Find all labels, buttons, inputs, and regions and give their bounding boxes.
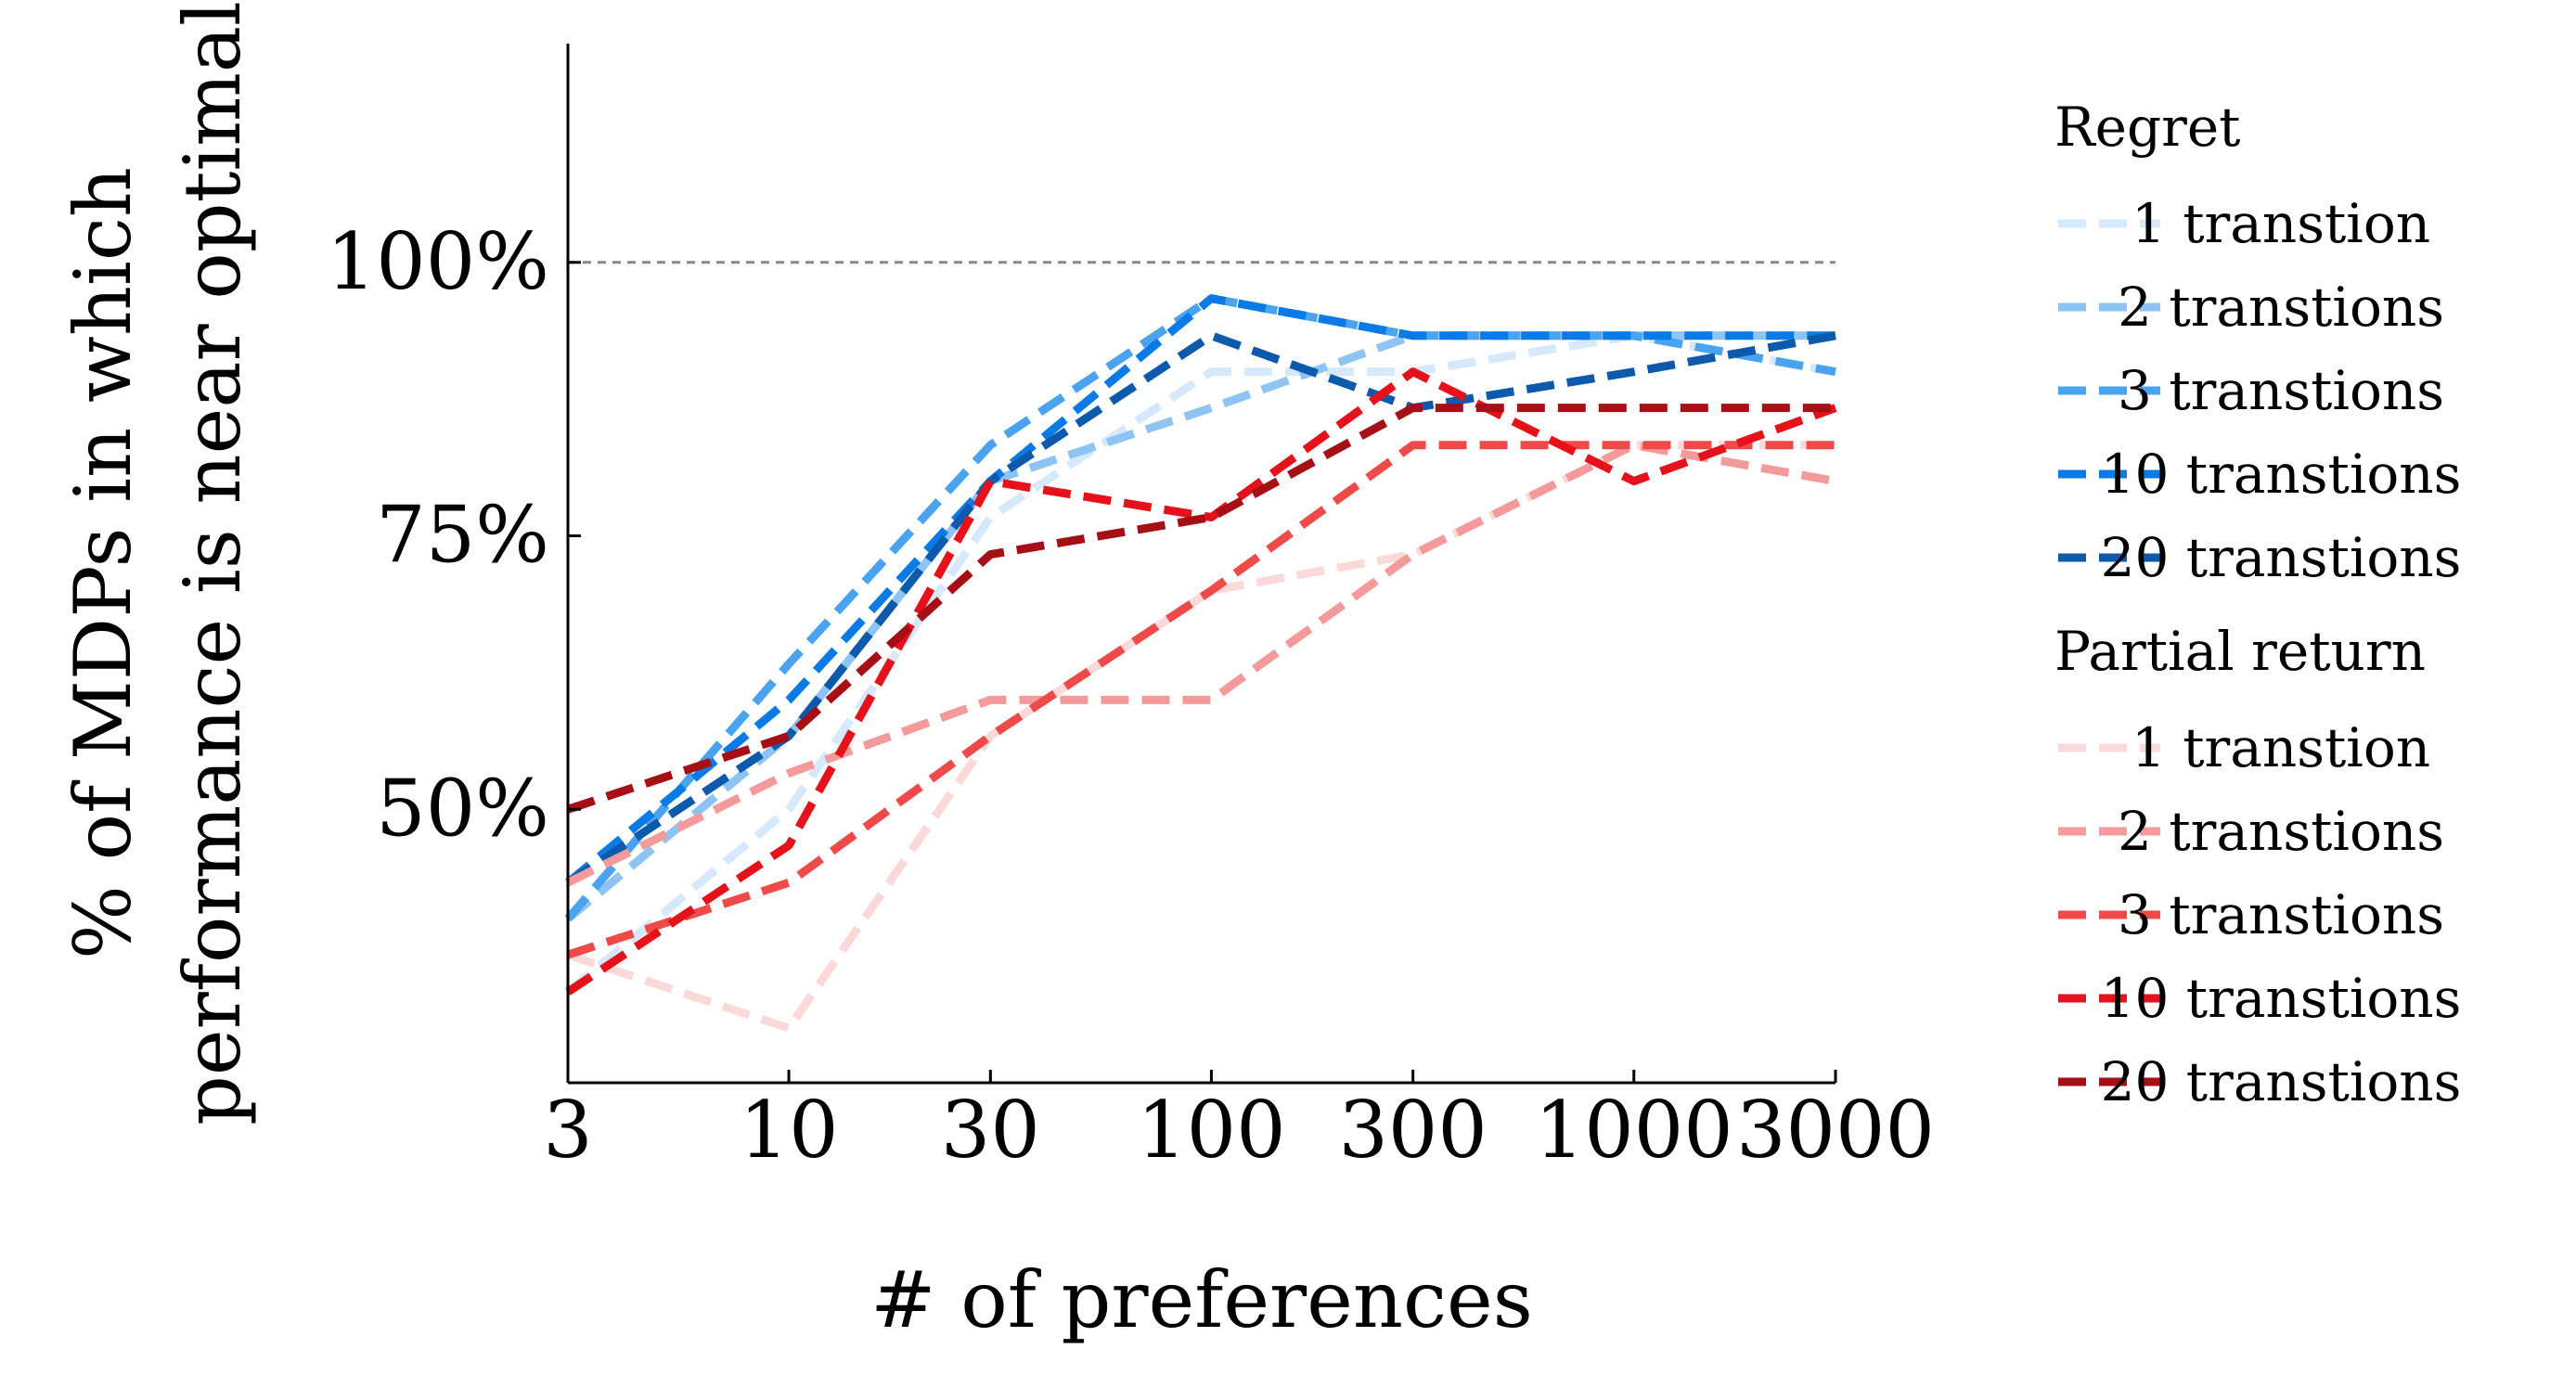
legend-label: 3 transtions <box>2118 359 2444 422</box>
x-tick-label: 3000 <box>1736 1085 1935 1176</box>
series-line-partial-return-3 <box>566 441 1835 959</box>
legend-label: 10 transtions <box>2101 967 2462 1030</box>
y-axis-label-line-1: % of MDPs in which <box>58 167 148 959</box>
series-line-regret-20 <box>565 331 1836 887</box>
series-line-partial-return-10 <box>565 367 1837 996</box>
series-line-regret-10 <box>565 294 1835 886</box>
x-tick-label: 3 <box>543 1085 592 1176</box>
legend-label: 20 transtions <box>2101 1050 2462 1113</box>
x-tick-label: 10 <box>740 1085 839 1176</box>
plot-area <box>564 261 1837 1033</box>
legend-label: 1 transtion <box>2132 716 2430 779</box>
x-tick-label: 1000 <box>1535 1085 1733 1176</box>
y-axis-label-line-2: performance is near optimal <box>167 1 258 1125</box>
x-tick-label: 300 <box>1338 1085 1487 1176</box>
legend-group-title: Regret <box>2054 96 2240 159</box>
series-line-regret-1 <box>565 331 1836 996</box>
legend-label: 20 transtions <box>2101 526 2462 589</box>
y-tick-label: 50% <box>376 763 549 854</box>
legend-label: 2 transtions <box>2118 800 2444 863</box>
legend: Regret 1 transtion 2 transtions 3 transtion… <box>2054 96 2461 1113</box>
x-tick-label: 30 <box>941 1085 1040 1176</box>
axes: # of preferences % of MDPs in which perf… <box>58 1 1935 1345</box>
y-tick-label: 100% <box>327 216 549 307</box>
legend-label: 1 transtion <box>2132 192 2430 255</box>
legend-group-title: Partial return <box>2054 620 2426 683</box>
x-axis-label: # of preferences <box>870 1254 1533 1345</box>
legend-label: 2 transtions <box>2118 276 2444 339</box>
series-line-partial-return-20 <box>566 404 1835 814</box>
x-tick-label: 100 <box>1137 1085 1285 1176</box>
series-line-partial-return-2 <box>566 441 1836 887</box>
series-line-partial-return-1 <box>566 441 1835 1033</box>
y-tick-label: 75% <box>376 490 549 581</box>
legend-label: 10 transtions <box>2101 443 2462 506</box>
series-line-regret-3 <box>564 294 1836 922</box>
legend-label: 3 transtions <box>2118 883 2444 946</box>
